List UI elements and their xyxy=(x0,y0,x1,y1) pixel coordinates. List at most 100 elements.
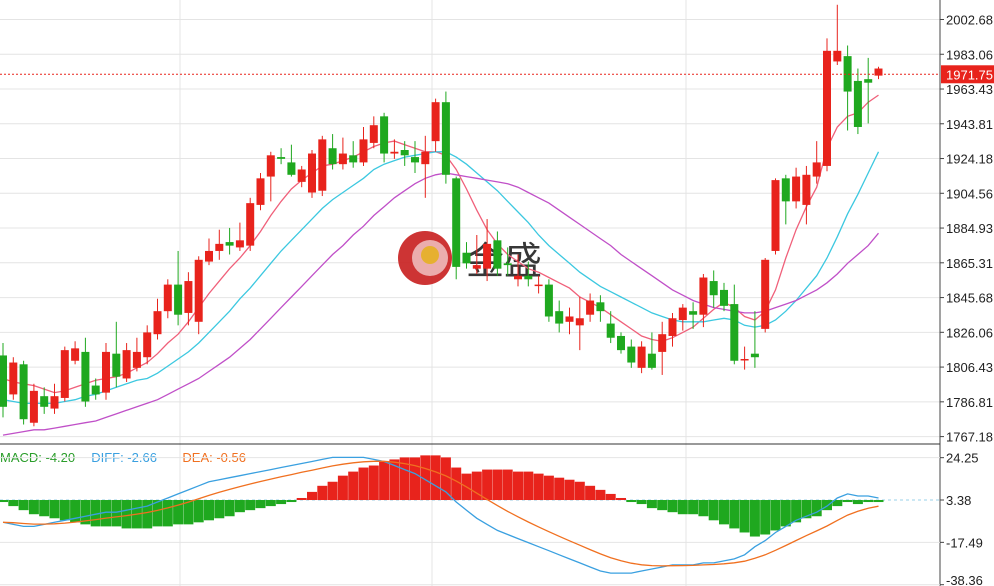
candle xyxy=(102,343,110,400)
candle xyxy=(328,134,337,170)
candle-body xyxy=(338,153,347,165)
macd-bar xyxy=(801,500,812,519)
candle xyxy=(483,219,492,282)
candle xyxy=(668,312,677,347)
macd-histogram xyxy=(0,455,884,537)
macd-bar xyxy=(791,500,802,523)
candle xyxy=(246,197,255,251)
candle-body xyxy=(194,259,203,322)
candle-body xyxy=(637,346,646,368)
candle xyxy=(565,307,574,335)
candle xyxy=(215,229,224,260)
macd-tick-label: -38.36 xyxy=(946,573,983,586)
candle xyxy=(338,137,347,170)
candle-body xyxy=(40,396,49,407)
candle-body xyxy=(678,307,687,321)
candle xyxy=(874,66,883,80)
macd-bar xyxy=(688,500,699,515)
candle xyxy=(60,346,69,402)
candle-body xyxy=(514,275,522,280)
candle xyxy=(555,300,564,333)
candle xyxy=(637,341,646,374)
macd-bar xyxy=(49,500,60,519)
candle xyxy=(71,341,80,365)
candle-body xyxy=(318,139,327,191)
candle xyxy=(617,332,625,354)
macd-bar xyxy=(142,500,153,529)
candle-body xyxy=(802,174,811,205)
candle-body xyxy=(297,169,306,182)
candle-body xyxy=(60,350,69,398)
candle xyxy=(369,116,378,149)
candle-body xyxy=(400,150,409,156)
candle-body xyxy=(555,311,564,324)
macd-bar xyxy=(554,477,565,501)
candle-body xyxy=(606,323,615,338)
candle-body xyxy=(102,351,110,393)
candles xyxy=(0,4,883,427)
candle xyxy=(194,256,203,335)
candle xyxy=(771,178,780,255)
macd-tick-label: -17.49 xyxy=(946,535,983,550)
macd-bar xyxy=(760,500,771,535)
candle xyxy=(40,387,49,414)
macd-bar xyxy=(337,475,348,501)
price-tick-label: 1943.81 xyxy=(946,117,993,132)
current-price-badge xyxy=(941,65,994,84)
candle xyxy=(380,112,389,163)
macd-bar xyxy=(863,500,874,503)
candle xyxy=(421,135,430,198)
macd-bar xyxy=(636,500,647,505)
macd-bar xyxy=(327,481,338,501)
candle-body xyxy=(493,240,502,269)
macd-bar xyxy=(410,457,420,501)
macd-axis: 24.25 3.38 -17.49 -38.36 xyxy=(940,451,983,586)
macd-bar xyxy=(729,500,740,529)
candle xyxy=(689,302,698,329)
candle xyxy=(586,293,595,322)
macd-tick-label: 3.38 xyxy=(946,493,971,508)
candle xyxy=(349,141,358,168)
price-tick-label: 1904.56 xyxy=(946,186,993,201)
candle-body xyxy=(277,157,286,159)
macd-bar xyxy=(101,500,111,527)
candle-body xyxy=(163,284,172,312)
candle-body xyxy=(452,178,461,267)
candle-body xyxy=(483,243,492,269)
candle-body xyxy=(709,281,718,296)
candle xyxy=(91,378,100,400)
price-tick-label: 1806.43 xyxy=(946,360,993,375)
candle-body xyxy=(369,125,378,143)
candle-body xyxy=(843,56,852,92)
current-price-marker: 1971.75 xyxy=(0,65,994,84)
moving-average-line xyxy=(2,172,880,436)
macd-bar xyxy=(265,500,276,507)
macd-bar xyxy=(564,479,575,501)
candle xyxy=(534,275,543,294)
candle xyxy=(225,227,234,255)
candle xyxy=(184,272,193,326)
candle xyxy=(802,165,811,225)
macd-bar xyxy=(8,500,19,507)
macd-bar xyxy=(502,469,513,501)
macd-bar xyxy=(708,500,719,521)
candle xyxy=(812,141,821,184)
watermark: 金盛 xyxy=(398,231,542,285)
price-tick-label: 1983.06 xyxy=(946,47,993,62)
candle xyxy=(81,337,90,407)
candle-body xyxy=(823,50,831,166)
candle xyxy=(318,135,327,197)
candle-body xyxy=(153,311,162,335)
macd-bar xyxy=(80,500,91,525)
candle xyxy=(462,242,471,269)
candle xyxy=(400,141,409,166)
candle xyxy=(19,360,28,425)
macd-bar xyxy=(317,485,328,501)
candle-body xyxy=(596,302,605,312)
candle-body xyxy=(720,289,728,306)
candle xyxy=(647,332,656,370)
candle xyxy=(287,144,296,177)
macd-lines xyxy=(2,456,879,574)
macd-bar xyxy=(780,500,791,527)
